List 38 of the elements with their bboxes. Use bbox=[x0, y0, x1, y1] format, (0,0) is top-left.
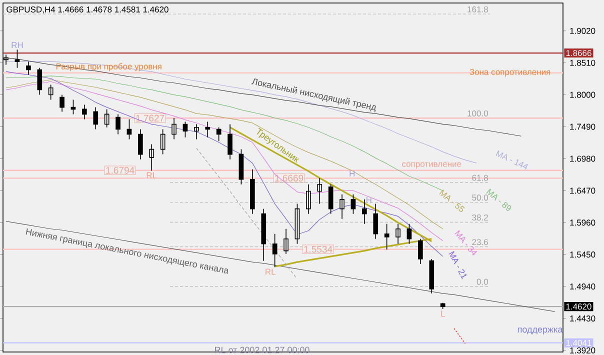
annotation: 23.6 bbox=[472, 239, 488, 246]
ref-line-label: Зона сопротивления bbox=[470, 69, 550, 77]
text: MA - 55 bbox=[439, 190, 465, 212]
annotation: сопротивление bbox=[402, 162, 462, 169]
y-tick-label: 1.6980 bbox=[570, 156, 596, 162]
ref-line-label: 1.5534 bbox=[304, 246, 332, 253]
y-tick-label: 1.5960 bbox=[570, 220, 596, 226]
ref-line-label: 1.8666 bbox=[566, 50, 592, 56]
annotation: L bbox=[441, 310, 445, 317]
text: MA - 21 bbox=[448, 251, 467, 280]
text: MA - 144 bbox=[496, 150, 528, 170]
annotation: RL bbox=[266, 268, 276, 275]
y-tick-label: 1.4430 bbox=[570, 315, 596, 322]
ref-line-label: 1.4620 bbox=[566, 304, 592, 310]
y-tick-label: 1.3920 bbox=[570, 347, 596, 354]
y-tick-label: 1.6470 bbox=[570, 188, 596, 194]
annotation: 0.0 bbox=[476, 278, 488, 285]
annotation: RL bbox=[146, 172, 157, 178]
y-tick-label: 1.5450 bbox=[570, 252, 596, 258]
y-tick-label: 1.4940 bbox=[570, 284, 596, 290]
annotation: Нижняя граница локального нисходящего канала bbox=[26, 228, 228, 274]
annotation: H bbox=[350, 170, 354, 176]
y-tick-label: 1.7490 bbox=[570, 124, 596, 130]
annotation: 61.8 bbox=[472, 174, 488, 181]
ref-line-label: 1.6794 bbox=[106, 166, 134, 174]
text: MA - 89 bbox=[486, 188, 512, 211]
annotation: 161.8 bbox=[468, 6, 488, 12]
y-tick-label: 1.9020 bbox=[570, 28, 596, 34]
y-tick-label: 1.8510 bbox=[570, 60, 596, 66]
ref-line-label: 1.7627 bbox=[136, 114, 164, 122]
ref-line-label: 1.4041 bbox=[566, 340, 592, 346]
annotation: 100.0 bbox=[468, 110, 488, 116]
annotation: 50.0 bbox=[472, 194, 488, 201]
chart-title: GBPUSD,H4 1.4666 1.4678 1.4581 1.4620 bbox=[6, 6, 168, 14]
annotation: RH bbox=[12, 42, 23, 48]
annotation: 38.2 bbox=[472, 214, 488, 221]
annotation: H bbox=[366, 197, 372, 203]
y-tick-label: 1.8000 bbox=[570, 92, 596, 98]
